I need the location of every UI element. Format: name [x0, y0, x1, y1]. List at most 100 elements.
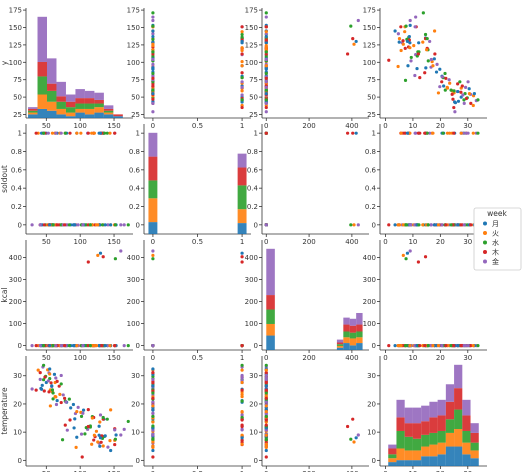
hist-bar-temperature-bin3-week1 — [412, 450, 422, 461]
scatter-point-kcal-vs-temperature-99 — [466, 344, 470, 348]
scatter-point-soldout-vs-y-53 — [68, 131, 72, 135]
x-tick-label: 20 — [436, 122, 445, 130]
scatter-point-soldout-vs-y-22 — [102, 131, 107, 135]
hist-bar-y-bin6-week1 — [84, 108, 95, 115]
scatter-point-temperature-vs-y-28 — [99, 440, 103, 444]
scatter-point-soldout-vs-temperature-41 — [399, 131, 403, 135]
scatter-point-temperature-vs-y-40 — [103, 434, 107, 438]
y-tick-label: 175 — [363, 7, 376, 15]
y-tick-label: 0.2 — [11, 203, 22, 211]
scatter-point-kcal-vs-y-54 — [81, 344, 85, 348]
scatter-point-soldout-vs-temperature-107 — [476, 131, 480, 135]
scatter-point-temperature-vs-y-59 — [54, 402, 59, 407]
scatter-point-kcal-vs-temperature-53 — [423, 344, 427, 348]
x-tick-label: 400 — [345, 354, 358, 362]
hist-bar-soldout-bin0-week0 — [148, 222, 158, 234]
y-tick-label: 400 — [127, 254, 140, 262]
scatter-point-y-vs-soldout-109 — [151, 101, 155, 105]
x-tick-label: 100 — [73, 354, 86, 362]
scatter-point-y-vs-temperature-72 — [462, 98, 466, 102]
scatter-point-temperature-vs-soldout-17 — [240, 415, 244, 420]
scatter-point-y-vs-temperature-60 — [442, 84, 446, 88]
hist-bar-y-bin3-week4 — [56, 81, 66, 97]
scatter-point-temperature-vs-kcal-108 — [264, 388, 268, 392]
y-tick-label: 0 — [18, 342, 22, 350]
scatter-point-temperature-vs-y-100 — [39, 387, 44, 391]
y-tick-label: 20 — [131, 400, 140, 408]
hist-bar-y-bin6-week4 — [84, 90, 95, 99]
scatter-point-soldout-vs-y-102 — [51, 223, 55, 227]
y-tick-label: 0 — [254, 342, 258, 350]
x-tick-label: 20 — [436, 238, 445, 246]
scatter-point-soldout-vs-y-12 — [126, 223, 130, 227]
panel-soldout-vs-kcal: 0 200 400 0 0.2 0.4 0.6 0.8 1 — [247, 124, 369, 246]
x-tick-label: 30 — [463, 354, 472, 362]
scatter-point-temperature-vs-y-62 — [51, 397, 55, 401]
scatter-point-kcal-vs-soldout-113 — [240, 260, 244, 264]
x-tick-label: 400 — [345, 238, 358, 246]
x-tick-label: 10 — [408, 354, 417, 362]
scatter-point-y-vs-temperature-62 — [443, 88, 447, 92]
scatter-point-soldout-vs-temperature-92 — [441, 131, 445, 135]
scatter-point-temperature-vs-y-30 — [97, 433, 101, 437]
y-tick-label: 100 — [245, 59, 258, 67]
hist-bar-kcal-bin5-week4 — [356, 312, 363, 325]
scatter-point-soldout-vs-y-99 — [59, 131, 63, 135]
scatter-point-soldout-vs-kcal-108 — [264, 131, 268, 135]
scatter-point-y-vs-soldout-41 — [240, 48, 244, 53]
scatter-point-y-vs-kcal-107 — [264, 98, 268, 102]
hist-bar-temperature-bin4-week2 — [421, 434, 430, 447]
scatter-point-y-vs-soldout-20 — [151, 29, 155, 33]
scatter-point-y-vs-temperature-51 — [425, 48, 429, 52]
scatter-point-soldout-vs-y-54 — [81, 223, 85, 227]
hist-bar-temperature-bin2-week4 — [404, 407, 413, 424]
scatter-point-soldout-vs-temperature-53 — [423, 131, 427, 135]
scatter-point-soldout-vs-y-84 — [30, 223, 34, 227]
scatter-point-y-vs-soldout-53 — [240, 71, 244, 75]
scatter-point-temperature-vs-y-75 — [52, 372, 57, 376]
scatter-point-soldout-vs-kcal-109 — [264, 223, 268, 227]
scatter-point-kcal-vs-y-97 — [67, 344, 71, 348]
scatter-point-kcal-vs-y-12 — [126, 344, 130, 348]
scatter-point-temperature-vs-soldout-50 — [151, 408, 155, 412]
scatter-point-temperature-vs-soldout-86 — [240, 380, 244, 385]
y-tick-label: 0 — [18, 221, 22, 229]
y-tick-label: 0 — [254, 221, 258, 229]
scatter-point-temperature-vs-kcal-110 — [354, 436, 358, 440]
y-tick-label: 125 — [363, 41, 376, 49]
scatter-point-y-vs-kcal-113 — [346, 52, 350, 56]
scatter-point-temperature-vs-y-82 — [59, 382, 63, 386]
scatter-point-y-vs-temperature-41 — [399, 48, 403, 53]
scatter-point-kcal-vs-y-38 — [100, 344, 104, 348]
scatter-point-y-vs-temperature-79 — [461, 93, 465, 97]
hist-bar-temperature-bin8-week1 — [454, 429, 463, 447]
scatter-point-y-vs-temperature-89 — [447, 78, 451, 82]
hist-bar-kcal-bin2-week1 — [336, 345, 344, 348]
scatter-point-temperature-vs-kcal-36 — [264, 445, 268, 449]
x-tick-label: 0 — [383, 238, 387, 246]
hist-bar-kcal-bin3-week4 — [343, 317, 350, 325]
scatter-point-soldout-vs-temperature-102 — [449, 223, 453, 227]
hist-bar-kcal-bin4-week1 — [349, 338, 357, 346]
scatter-point-kcal-vs-temperature-42 — [403, 344, 408, 348]
scatter-point-y-vs-temperature-104 — [464, 85, 468, 89]
hist-bar-kcal-bin2-week0 — [336, 347, 344, 350]
scatter-point-temperature-vs-kcal-109 — [264, 377, 268, 382]
y-tick-label: 125 — [127, 41, 140, 49]
scatter-point-temperature-vs-y-58 — [63, 423, 67, 427]
scatter-point-soldout-vs-temperature-98 — [444, 223, 448, 227]
scatter-point-temperature-vs-y-0 — [71, 402, 76, 407]
y-tick-label: 150 — [9, 24, 22, 32]
scatter-point-temperature-vs-y-113 — [86, 424, 90, 429]
scatter-point-y-vs-soldout-18 — [240, 25, 244, 29]
scatter-point-temperature-vs-y-4 — [98, 413, 103, 417]
y-tick-label: 10 — [249, 429, 258, 437]
scatter-point-y-vs-temperature-35 — [406, 64, 410, 68]
hist-bar-kcal-bin3-week1 — [343, 337, 350, 344]
scatter-point-y-vs-soldout-99 — [240, 80, 244, 84]
scatter-point-soldout-vs-temperature-109 — [462, 223, 466, 227]
scatter-point-y-vs-temperature-71 — [467, 92, 472, 96]
hist-bar-y-bin5-week3 — [75, 98, 85, 104]
x-tick-label: 0.5 — [192, 122, 203, 130]
scatter-point-y-vs-soldout-21 — [240, 30, 244, 34]
